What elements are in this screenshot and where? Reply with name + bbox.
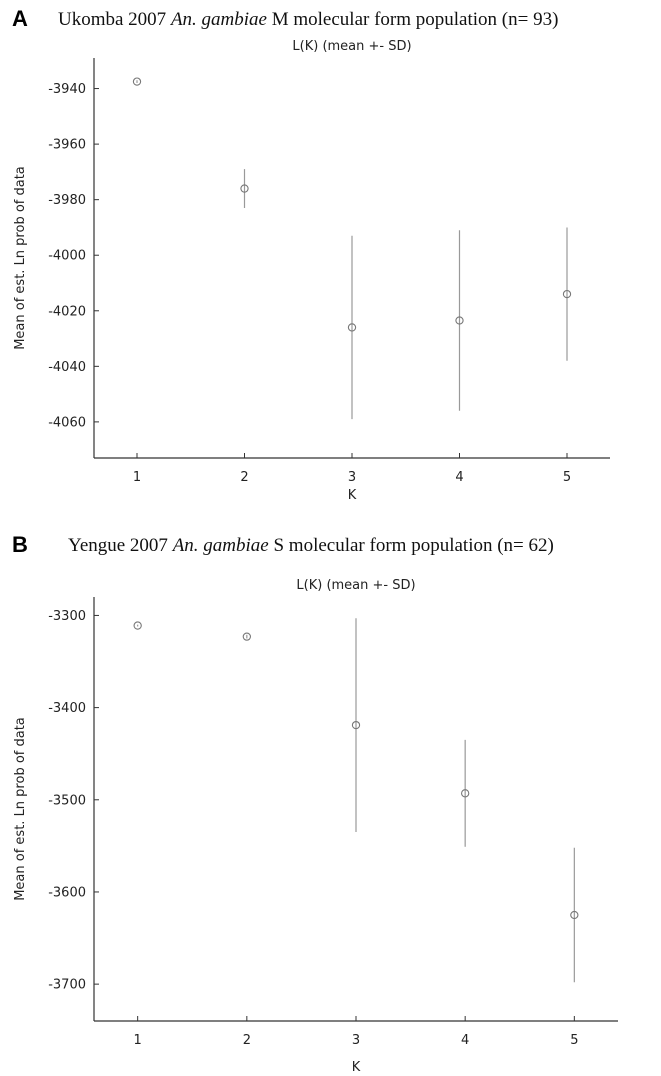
data-point — [351, 720, 361, 730]
y-tick-label: -3700 — [48, 978, 86, 993]
panel-a-title-italic: An. gambiae — [169, 9, 267, 30]
y-tick-label: -3600 — [48, 885, 86, 900]
panel-a-letter: A — [12, 6, 28, 31]
chart-title: L(K) (mean +- SD) — [292, 39, 411, 54]
panel-b-title: Yengue 2007 An. gambiae S molecular form… — [68, 535, 554, 556]
y-tick-label: -4040 — [48, 360, 86, 375]
data-point — [132, 77, 142, 86]
panel-b-title-pre: Yengue 2007 — [68, 535, 173, 556]
data-point — [461, 789, 470, 798]
y-tick-label: -3940 — [48, 82, 86, 97]
x-axis-label: K — [352, 1060, 361, 1075]
x-tick-label: 4 — [461, 1033, 469, 1048]
x-tick-label: 3 — [352, 1033, 360, 1048]
data-point — [455, 316, 464, 325]
y-tick-label: -3500 — [48, 793, 86, 808]
data-point — [570, 910, 579, 920]
data-point — [240, 184, 249, 193]
x-tick-label: 1 — [134, 1033, 142, 1048]
y-tick-label: -4060 — [48, 415, 86, 430]
y-tick-label: -3960 — [48, 138, 86, 153]
chart-b: L(K) (mean +- SD) -3300 -3400 -3500 -3600 -37… — [13, 578, 618, 1075]
x-tick-label: 3 — [348, 470, 356, 485]
chart-a: L(K) (mean +- SD) -3940 -3960 -3980 -4000 -40… — [13, 39, 610, 503]
data-point — [562, 289, 572, 299]
data-point — [133, 621, 142, 630]
x-tick-label: 4 — [455, 470, 463, 485]
y-tick-label: -4020 — [48, 304, 86, 319]
panel-a-title-post: M molecular form population (n= 93) — [267, 9, 558, 30]
x-tick-label: 1 — [133, 470, 141, 485]
y-axis-label: Mean of est. Ln prob of data — [13, 717, 28, 901]
chart-title: L(K) (mean +- SD) — [296, 578, 415, 593]
y-tick-label: -3400 — [48, 701, 86, 716]
x-tick-label: 5 — [570, 1033, 578, 1048]
data-point — [242, 632, 251, 641]
y-tick-label: -4000 — [48, 249, 86, 264]
x-tick-label: 2 — [243, 1033, 251, 1048]
y-axis-label: Mean of est. Ln prob of data — [13, 166, 28, 350]
y-tick-label: -3300 — [48, 609, 86, 624]
x-tick-label: 2 — [240, 470, 248, 485]
x-tick-label: 5 — [563, 470, 571, 485]
panel-a-title-pre: Ukomba 2007 — [58, 9, 171, 30]
panel-b-title-post: S molecular form population (n= 62) — [269, 535, 554, 556]
x-axis-label: K — [348, 488, 357, 503]
y-tick-label: -3980 — [48, 193, 86, 208]
panel-b-letter: B — [12, 532, 28, 557]
panel-a-title: Ukomba 2007 An. gambiae M molecular form… — [58, 9, 558, 30]
panel-b-title-italic: An. gambiae — [171, 535, 269, 556]
data-point — [347, 323, 357, 332]
